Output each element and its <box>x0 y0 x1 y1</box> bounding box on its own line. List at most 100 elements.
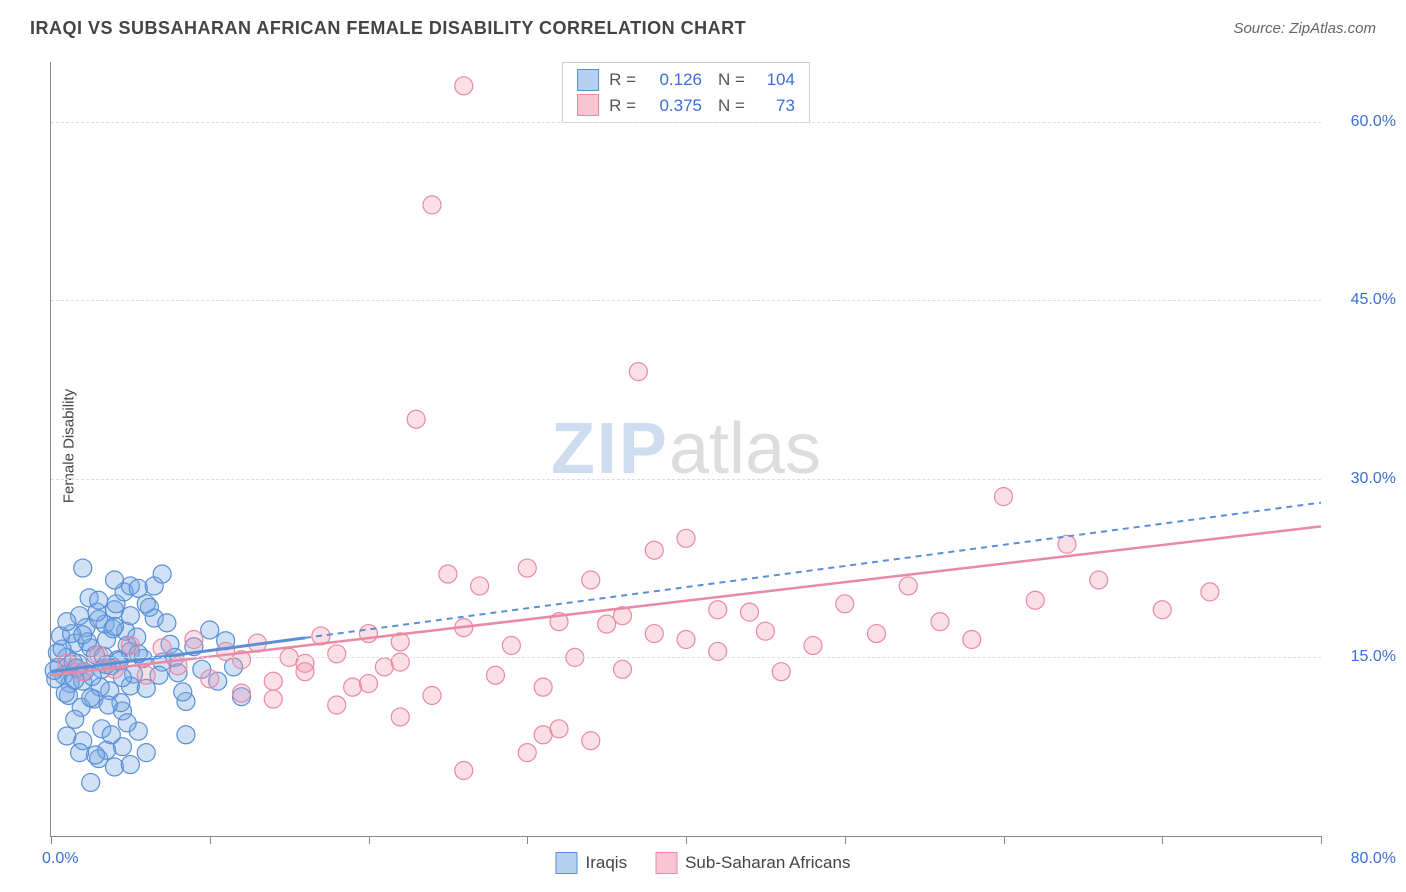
scatter-point <box>1153 601 1171 619</box>
legend-swatch <box>556 852 578 874</box>
legend-n-label: N = <box>718 67 745 93</box>
scatter-point <box>137 666 155 684</box>
scatter-point <box>423 196 441 214</box>
y-tick-label: 45.0% <box>1351 291 1396 309</box>
scatter-point <box>177 726 195 744</box>
scatter-point <box>804 636 822 654</box>
legend-swatch <box>655 852 677 874</box>
scatter-point <box>772 663 790 681</box>
legend-r-value: 0.375 <box>646 93 702 119</box>
scatter-point <box>1201 583 1219 601</box>
scatter-point <box>137 595 155 613</box>
scatter-point <box>106 758 124 776</box>
scatter-point <box>391 708 409 726</box>
x-tick-label: 0.0% <box>42 850 78 868</box>
scatter-point <box>99 696 117 714</box>
x-tick <box>51 836 52 844</box>
scatter-point <box>201 621 219 639</box>
scatter-point <box>71 744 89 762</box>
scatter-point <box>677 529 695 547</box>
scatter-point <box>1026 591 1044 609</box>
grid-line <box>51 657 1321 658</box>
scatter-point <box>185 631 203 649</box>
scatter-point <box>963 631 981 649</box>
scatter-point <box>756 622 774 640</box>
legend-series: Iraqis Sub-Saharan Africans <box>556 852 851 874</box>
scatter-point <box>582 732 600 750</box>
scatter-point <box>82 773 100 791</box>
scatter-point <box>66 710 84 728</box>
scatter-point <box>328 696 346 714</box>
scatter-point <box>82 689 100 707</box>
scatter-point <box>121 636 139 654</box>
scatter-point <box>153 639 171 657</box>
scatter-point <box>90 591 108 609</box>
scatter-point <box>344 678 362 696</box>
scatter-point <box>645 541 663 559</box>
header-bar: IRAQI VS SUBSAHARAN AFRICAN FEMALE DISAB… <box>0 0 1406 49</box>
scatter-point <box>106 617 124 635</box>
scatter-point <box>158 614 176 632</box>
scatter-point <box>677 631 695 649</box>
scatter-point <box>868 625 886 643</box>
y-tick-label: 60.0% <box>1351 113 1396 131</box>
legend-series-item: Sub-Saharan Africans <box>655 852 850 874</box>
legend-n-value: 104 <box>755 67 795 93</box>
scatter-point <box>58 613 76 631</box>
scatter-point <box>931 613 949 631</box>
scatter-point <box>439 565 457 583</box>
scatter-point <box>1090 571 1108 589</box>
scatter-point <box>629 363 647 381</box>
scatter-point <box>328 645 346 663</box>
legend-r-value: 0.126 <box>646 67 702 93</box>
scatter-point <box>518 559 536 577</box>
x-tick <box>1004 836 1005 844</box>
legend-swatch <box>577 94 599 116</box>
scatter-point <box>153 565 171 583</box>
scatter-point <box>137 744 155 762</box>
scatter-point <box>174 683 192 701</box>
x-tick <box>210 836 211 844</box>
legend-swatch <box>577 69 599 91</box>
scatter-point <box>58 727 76 745</box>
scatter-point <box>518 744 536 762</box>
scatter-point <box>118 714 136 732</box>
scatter-point <box>264 690 282 708</box>
scatter-point <box>614 660 632 678</box>
x-tick <box>527 836 528 844</box>
legend-r-label: R = <box>609 67 636 93</box>
scatter-point <box>233 684 251 702</box>
legend-n-value: 73 <box>755 93 795 119</box>
legend-correlation-row: R = 0.126 N = 104 <box>577 67 795 93</box>
chart-plot-area: ZIPatlas R =0.126N =104R =0.375N =73 <box>50 62 1321 837</box>
scatter-point <box>836 595 854 613</box>
scatter-point <box>201 670 219 688</box>
grid-line <box>51 479 1321 480</box>
scatter-point <box>502 636 520 654</box>
scatter-point <box>296 663 314 681</box>
scatter-point <box>645 625 663 643</box>
trend-line <box>51 526 1321 675</box>
x-tick <box>369 836 370 844</box>
grid-line <box>51 122 1321 123</box>
scatter-point <box>487 666 505 684</box>
scatter-point <box>360 675 378 693</box>
chart-title: IRAQI VS SUBSAHARAN AFRICAN FEMALE DISAB… <box>30 18 746 39</box>
scatter-point <box>582 571 600 589</box>
scatter-point <box>550 720 568 738</box>
legend-correlation-row: R =0.375N =73 <box>577 93 795 119</box>
scatter-svg <box>51 62 1321 836</box>
x-tick <box>845 836 846 844</box>
scatter-point <box>407 410 425 428</box>
scatter-point <box>264 672 282 690</box>
scatter-point <box>74 626 92 644</box>
legend-series-label: Sub-Saharan Africans <box>685 853 850 873</box>
scatter-point <box>709 601 727 619</box>
scatter-point <box>375 658 393 676</box>
scatter-point <box>534 678 552 696</box>
scatter-point <box>471 577 489 595</box>
legend-series-item: Iraqis <box>556 852 628 874</box>
x-tick <box>686 836 687 844</box>
scatter-point <box>423 686 441 704</box>
legend-r-label: R = <box>609 93 636 119</box>
